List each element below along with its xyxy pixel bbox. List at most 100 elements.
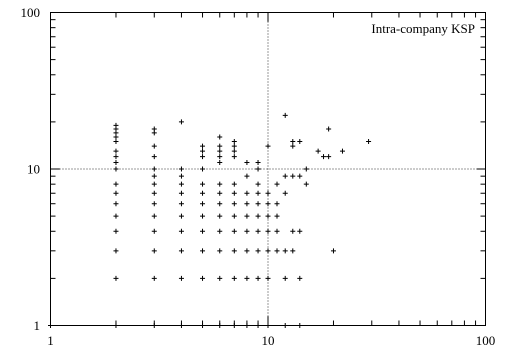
data-point [151, 126, 157, 132]
data-point [231, 190, 237, 196]
data-point [274, 201, 280, 207]
data-point [255, 201, 261, 207]
data-point [113, 275, 119, 281]
data-point [274, 213, 280, 219]
data-point [265, 275, 271, 281]
y-tick-label: 100 [21, 5, 41, 20]
data-point [255, 213, 261, 219]
data-point [244, 190, 250, 196]
data-point [200, 248, 206, 254]
data-point [321, 154, 327, 160]
data-point [113, 154, 119, 160]
data-point [231, 154, 237, 160]
data-point [255, 248, 261, 254]
data-point [339, 148, 345, 154]
data-point [217, 213, 223, 219]
data-point [178, 173, 184, 179]
data-point [151, 201, 157, 207]
data-point [178, 166, 184, 172]
data-point [282, 190, 288, 196]
data-point [265, 143, 271, 149]
data-point [231, 248, 237, 254]
data-point [217, 275, 223, 281]
data-point [200, 154, 206, 160]
data-point [200, 181, 206, 187]
data-point [113, 190, 119, 196]
data-point [151, 173, 157, 179]
data-point [151, 181, 157, 187]
y-tick-label: 1 [34, 318, 41, 333]
data-point [151, 213, 157, 219]
data-point [255, 160, 261, 166]
x-tick-label: 100 [476, 333, 496, 348]
data-point [290, 228, 296, 234]
data-point [244, 160, 250, 166]
axis-tick-labels: 1 10 100 1 10 100 [21, 5, 496, 348]
data-point [297, 138, 303, 144]
data-point [244, 173, 250, 179]
data-point [297, 228, 303, 234]
data-point [113, 248, 119, 254]
data-point [178, 119, 184, 125]
data-point [265, 190, 271, 196]
data-point [231, 138, 237, 144]
data-point [217, 228, 223, 234]
data-point [217, 134, 223, 140]
data-points [48, 112, 372, 328]
data-point [151, 228, 157, 234]
data-point [113, 181, 119, 187]
x-tick-label: 1 [47, 333, 54, 348]
data-point [217, 190, 223, 196]
data-point [274, 248, 280, 254]
data-point [255, 181, 261, 187]
data-point [244, 213, 250, 219]
data-point [200, 275, 206, 281]
data-point [217, 154, 223, 160]
data-point [231, 148, 237, 154]
data-point [297, 173, 303, 179]
data-point [151, 275, 157, 281]
data-point [217, 148, 223, 154]
data-point [217, 248, 223, 254]
data-point [200, 166, 206, 172]
data-point [231, 181, 237, 187]
data-point [178, 181, 184, 187]
data-point [151, 143, 157, 149]
data-point [200, 228, 206, 234]
data-point [265, 201, 271, 207]
data-point [303, 166, 309, 172]
data-point [151, 248, 157, 254]
data-point [231, 143, 237, 149]
axis-ticks [50, 12, 486, 326]
data-point [244, 201, 250, 207]
data-point [265, 228, 271, 234]
x-tick-label: 10 [262, 333, 275, 348]
data-point [274, 181, 280, 187]
data-point [297, 275, 303, 281]
data-point [200, 148, 206, 154]
data-point [244, 275, 250, 281]
data-point [274, 228, 280, 234]
data-point [151, 166, 157, 172]
data-point [178, 248, 184, 254]
data-point [113, 122, 119, 128]
series-legend-label: Intra-company KSP [371, 21, 475, 36]
data-point [200, 143, 206, 149]
data-point [290, 248, 296, 254]
data-point [255, 166, 261, 172]
data-point [113, 166, 119, 172]
data-point [290, 143, 296, 149]
data-point [244, 248, 250, 254]
data-point [113, 201, 119, 207]
data-point [282, 275, 288, 281]
data-point [282, 248, 288, 254]
data-point [113, 228, 119, 234]
data-point [217, 143, 223, 149]
data-point [151, 154, 157, 160]
data-point [113, 148, 119, 154]
data-point [255, 275, 261, 281]
data-point [151, 190, 157, 196]
data-point [366, 138, 372, 144]
